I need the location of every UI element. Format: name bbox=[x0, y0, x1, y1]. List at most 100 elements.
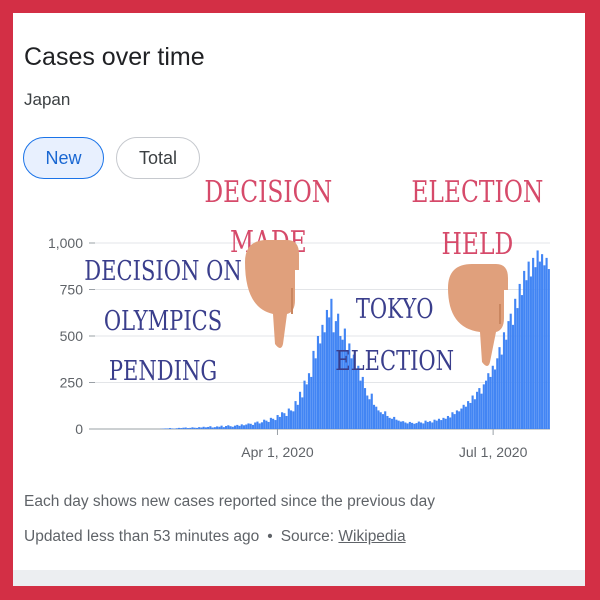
bar bbox=[444, 418, 447, 429]
bar bbox=[285, 415, 288, 429]
bar bbox=[310, 376, 313, 429]
bar bbox=[453, 414, 456, 429]
bar bbox=[413, 423, 416, 429]
bar bbox=[184, 427, 187, 429]
annotation-olympics-line1: DECISION ON bbox=[84, 255, 241, 286]
bar bbox=[462, 404, 465, 429]
bar bbox=[231, 426, 234, 429]
bar bbox=[455, 410, 458, 429]
bar bbox=[249, 423, 252, 429]
bar bbox=[388, 417, 391, 429]
annotation-tokyo-election: TOKYO ELECTION bbox=[335, 293, 454, 376]
bar bbox=[520, 295, 523, 429]
bar bbox=[281, 412, 284, 429]
annotation-election-held-line1: ELECTION bbox=[411, 175, 543, 210]
bar bbox=[307, 373, 311, 429]
bar bbox=[278, 416, 281, 429]
x-tick-label: Jul 1, 2020 bbox=[459, 444, 528, 460]
bar bbox=[343, 328, 346, 429]
bar bbox=[303, 380, 306, 429]
y-tick-label: 1,000 bbox=[48, 235, 83, 251]
annotation-olympics: DECISION ON OLYMPICS PENDING bbox=[84, 255, 241, 386]
bar bbox=[290, 410, 293, 429]
bar bbox=[357, 365, 360, 429]
bar bbox=[399, 421, 402, 429]
bar bbox=[534, 267, 537, 429]
bar bbox=[182, 427, 185, 429]
bar bbox=[189, 427, 192, 429]
bar bbox=[325, 309, 328, 429]
bar bbox=[507, 321, 510, 429]
bar bbox=[334, 321, 337, 429]
region-label: Japan bbox=[24, 90, 71, 109]
updated-text: Updated less than 53 minutes ago bbox=[24, 528, 260, 545]
pointing-hand-icon bbox=[245, 240, 299, 348]
tab-total[interactable]: Total bbox=[116, 137, 200, 179]
annotation-decision-made-line1: DECISION bbox=[204, 175, 332, 210]
bar bbox=[191, 427, 194, 429]
bar bbox=[446, 415, 450, 429]
bar bbox=[341, 339, 344, 429]
bar bbox=[209, 426, 212, 429]
bar bbox=[314, 358, 317, 429]
bar bbox=[386, 415, 389, 429]
bar bbox=[198, 427, 201, 429]
bottom-strip bbox=[13, 570, 585, 586]
bar bbox=[458, 411, 461, 429]
bar bbox=[229, 426, 232, 429]
bar bbox=[538, 261, 541, 429]
bar bbox=[225, 426, 228, 429]
bar bbox=[245, 424, 248, 429]
bar bbox=[449, 417, 452, 429]
bar bbox=[186, 428, 190, 429]
pointing-hand-icon bbox=[448, 264, 508, 366]
bar bbox=[207, 426, 210, 429]
bar bbox=[240, 424, 243, 429]
bar bbox=[368, 399, 371, 429]
bar bbox=[527, 261, 530, 429]
bar bbox=[545, 257, 548, 429]
bar bbox=[339, 336, 342, 429]
bar bbox=[321, 324, 324, 429]
bar bbox=[411, 422, 414, 429]
bar bbox=[363, 388, 367, 429]
updated-line: Updated less than 53 minutes ago • Source:… bbox=[24, 528, 406, 546]
bar bbox=[370, 393, 373, 429]
bar bbox=[536, 250, 539, 429]
bar bbox=[323, 332, 326, 429]
bar bbox=[258, 423, 261, 429]
bar bbox=[193, 427, 196, 429]
bar bbox=[547, 269, 550, 429]
tab-new[interactable]: New bbox=[23, 137, 104, 179]
bar bbox=[435, 420, 438, 429]
bar bbox=[502, 332, 506, 429]
bar bbox=[312, 350, 315, 429]
bar bbox=[348, 343, 351, 429]
annotation-tokyo-election-line1: TOKYO bbox=[356, 293, 434, 324]
bar bbox=[337, 313, 340, 429]
bar bbox=[330, 298, 333, 429]
bar bbox=[397, 420, 400, 429]
bar bbox=[177, 427, 181, 429]
bar bbox=[166, 428, 169, 429]
y-tick-label: 250 bbox=[60, 375, 84, 391]
bar bbox=[478, 388, 481, 429]
bar bbox=[440, 420, 443, 429]
bar bbox=[485, 380, 488, 429]
bar bbox=[251, 424, 255, 429]
bar bbox=[292, 411, 295, 429]
source-prefix: Source: bbox=[280, 528, 335, 545]
bar bbox=[493, 369, 497, 429]
source-link[interactable]: Wikipedia bbox=[338, 528, 406, 545]
bar bbox=[402, 421, 405, 429]
bar bbox=[525, 280, 528, 429]
bar bbox=[254, 422, 257, 429]
chart-bars bbox=[160, 250, 550, 429]
y-tick-label: 0 bbox=[75, 421, 83, 437]
bar bbox=[272, 418, 275, 429]
bar bbox=[296, 404, 299, 429]
bar bbox=[442, 417, 445, 429]
bar bbox=[274, 420, 277, 429]
bar bbox=[346, 350, 349, 429]
bar bbox=[487, 373, 490, 429]
